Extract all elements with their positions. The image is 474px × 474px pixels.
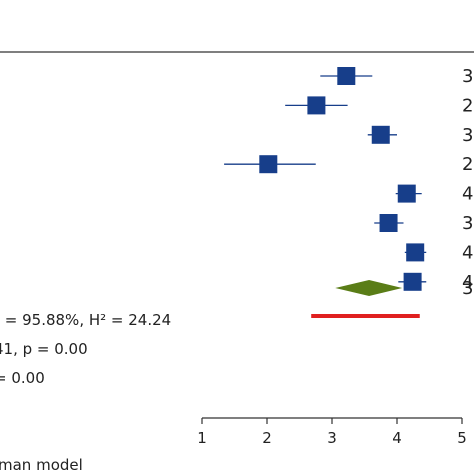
study-right-label: 2 [462, 154, 473, 175]
overall-effect: 3 [311, 278, 473, 318]
x-tick-label: 4 [392, 429, 402, 447]
study-right-label: 2 [462, 95, 473, 116]
study-marker [337, 67, 356, 85]
study-marker [406, 243, 425, 262]
overall-diamond [335, 280, 403, 296]
effect-test-stat: = 0.00 [0, 369, 45, 387]
x-tick-label: 2 [262, 429, 272, 447]
study-marker [259, 155, 278, 174]
study-rows: 3 2 3 2 4 3 4 4 [224, 66, 473, 293]
study-marker [403, 272, 422, 291]
study-marker [371, 125, 390, 144]
study-marker [379, 214, 398, 232]
overall-right-label: 3 [462, 278, 473, 299]
model-footer: man model [0, 456, 83, 474]
study-right-label: 4 [462, 242, 473, 263]
study-right-label: 3 [462, 125, 473, 146]
study-right-label: 4 [462, 184, 473, 205]
study-right-label: 4 [462, 272, 473, 293]
x-tick-label: 1 [197, 429, 207, 447]
x-tick-label: 5 [457, 429, 467, 447]
study-right-label: 3 [462, 213, 473, 234]
q-test-stat: 41, p = 0.00 [0, 340, 88, 358]
x-axis: 1 2 3 4 5 [197, 417, 467, 447]
study-right-label: 3 [462, 66, 473, 87]
study-marker [307, 96, 326, 115]
x-tick-label: 3 [327, 429, 337, 447]
study-marker [397, 184, 416, 203]
heterogeneity-stat: ² = 95.88%, H² = 24.24 [0, 311, 171, 329]
